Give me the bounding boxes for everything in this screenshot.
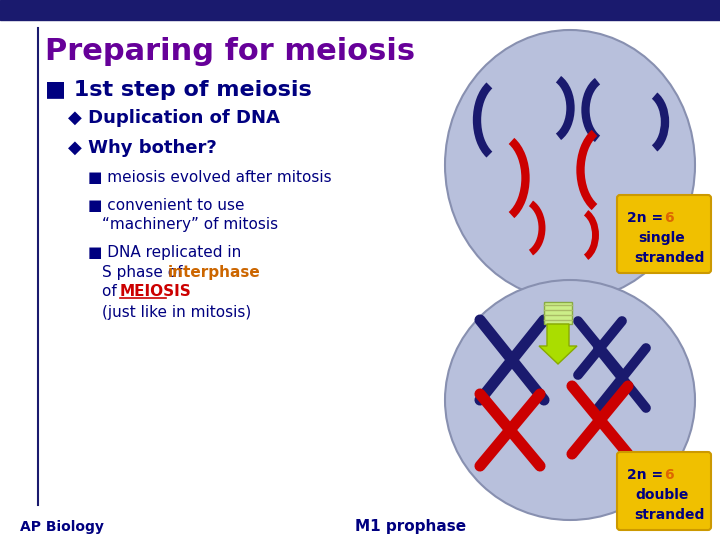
Text: M1 prophase: M1 prophase: [355, 519, 466, 535]
Ellipse shape: [445, 30, 695, 300]
Text: 6: 6: [664, 468, 674, 482]
Bar: [544, 302, 572, 324]
Text: 2n =: 2n =: [627, 468, 668, 482]
Text: double: double: [635, 488, 688, 502]
Text: ◆ Why bother?: ◆ Why bother?: [68, 139, 217, 157]
Text: 2n =: 2n =: [627, 211, 668, 225]
Text: ■ 1st step of meiosis: ■ 1st step of meiosis: [45, 80, 312, 100]
Text: “machinery” of mitosis: “machinery” of mitosis: [102, 218, 278, 233]
Text: stranded: stranded: [634, 508, 704, 522]
Text: S phase of: S phase of: [102, 265, 187, 280]
Text: MEIOSIS: MEIOSIS: [120, 285, 192, 300]
Text: Preparing for meiosis: Preparing for meiosis: [45, 37, 415, 66]
FancyBboxPatch shape: [617, 195, 711, 273]
Text: ■ meiosis evolved after mitosis: ■ meiosis evolved after mitosis: [88, 171, 332, 186]
Text: interphase: interphase: [168, 265, 261, 280]
Text: (just like in mitosis): (just like in mitosis): [102, 305, 251, 320]
Text: stranded: stranded: [634, 251, 704, 265]
Text: of: of: [102, 285, 122, 300]
Text: AP Biology: AP Biology: [20, 520, 104, 534]
Text: single: single: [638, 231, 685, 245]
Ellipse shape: [445, 280, 695, 520]
FancyBboxPatch shape: [617, 452, 711, 530]
Text: ■ convenient to use: ■ convenient to use: [88, 198, 245, 213]
FancyArrow shape: [539, 324, 577, 364]
Text: 6: 6: [664, 211, 674, 225]
Text: ■ DNA replicated in: ■ DNA replicated in: [88, 245, 241, 260]
Bar: [0, 0, 720, 20]
Text: ◆ Duplication of DNA: ◆ Duplication of DNA: [68, 109, 280, 127]
